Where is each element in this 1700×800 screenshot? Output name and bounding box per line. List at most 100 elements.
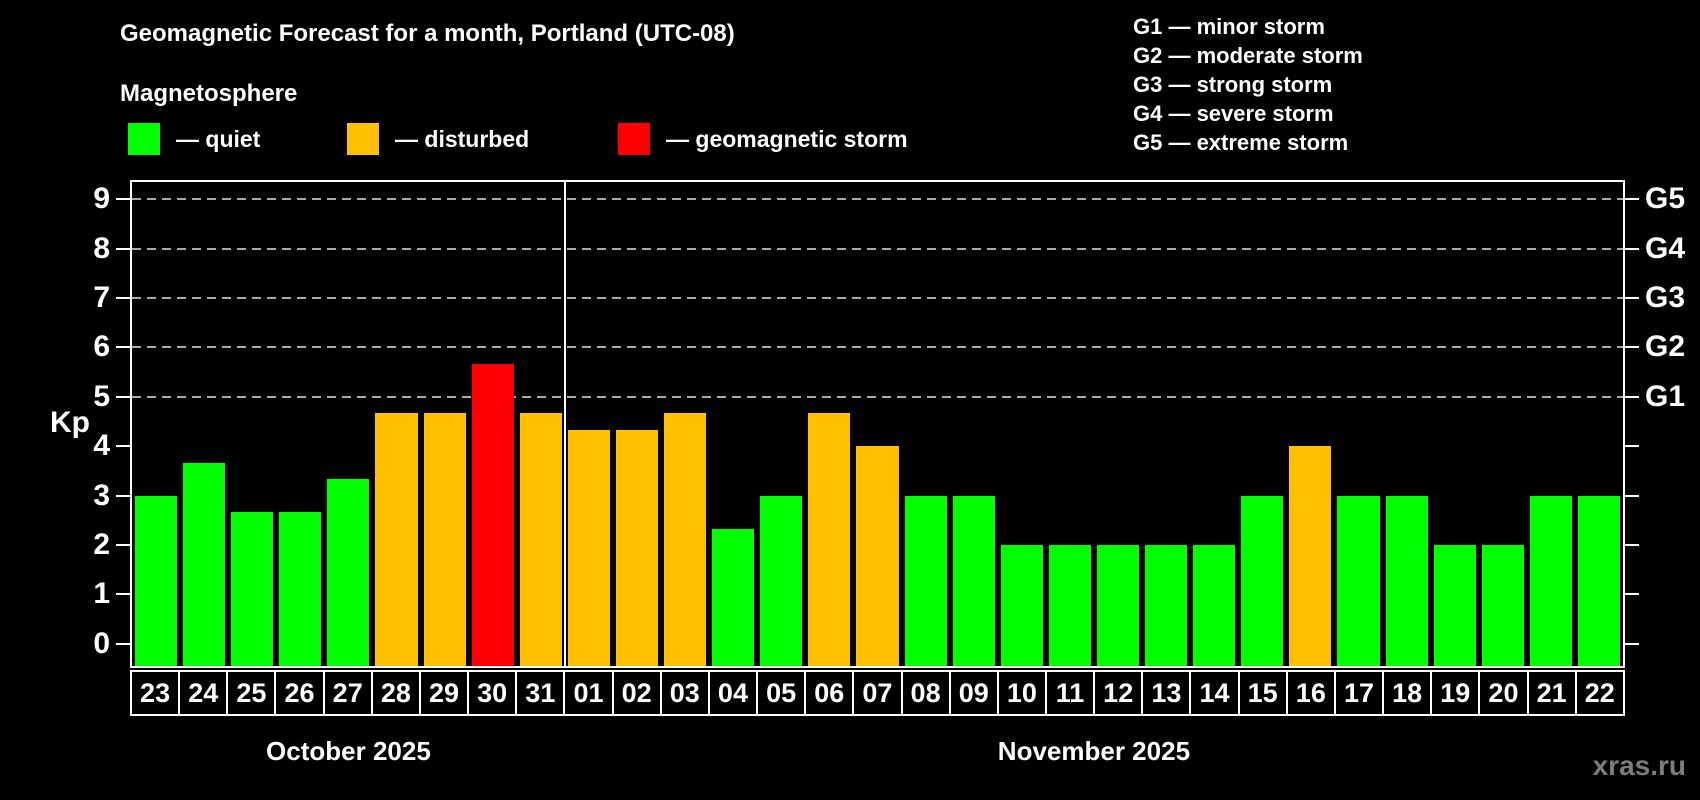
kp-bar-20	[1481, 545, 1524, 666]
left-axis-tick-label-2: 2	[93, 528, 110, 561]
left-axis-tick-label-1: 1	[93, 577, 110, 611]
kp-bar-11	[1048, 545, 1091, 666]
date-cell-31: 31	[515, 670, 566, 716]
date-cell-28: 28	[370, 670, 421, 716]
legend-item-disturbed: — disturbed	[347, 122, 529, 156]
chart-subtitle: Magnetosphere	[120, 80, 298, 107]
storm-scale-legend: G1 — minor storm G2 — moderate storm G3 …	[1133, 12, 1363, 157]
gridline-kp-5	[132, 395, 1623, 398]
legend-item-storm: — geomagnetic storm	[618, 122, 908, 156]
left-axis-tick-label-7: 7	[93, 281, 110, 315]
storm-color-swatch	[618, 123, 650, 155]
right-axis-tick-8	[1625, 247, 1639, 250]
date-cell-21: 21	[1526, 670, 1577, 716]
left-axis-tick-label-3: 3	[93, 478, 110, 512]
kp-bar-03	[664, 413, 707, 666]
y-axis-title-kp: Kp	[50, 405, 90, 439]
left-axis-tick-label-8: 8	[93, 231, 110, 265]
date-cell-20: 20	[1478, 670, 1529, 716]
kp-bar-15	[1241, 495, 1284, 666]
date-axis-row: 23 24 25 26 27 28 29 30 31 01 02 03 04 05 06 07 08 09 10 11…	[130, 670, 1625, 716]
right-axis-tick-0	[1625, 642, 1639, 645]
left-axis-tick-3	[116, 494, 130, 497]
left-axis-tick-2	[116, 544, 130, 546]
kp-bar-29	[423, 413, 466, 666]
quiet-color-swatch	[128, 123, 160, 155]
storm-scale-line-g2: G2 — moderate storm	[1133, 43, 1363, 68]
date-cell-03: 03	[659, 670, 710, 716]
date-cell-14: 14	[1189, 670, 1240, 716]
kp-bar-28	[375, 413, 418, 666]
watermark-xras: xras.ru	[1592, 750, 1686, 781]
plot-top-border	[130, 180, 1625, 182]
left-axis-tick-label-0: 0	[93, 626, 110, 660]
kp-bar-24	[183, 462, 226, 666]
kp-bar-16	[1289, 446, 1332, 666]
left-axis-tick-1	[116, 593, 130, 596]
kp-bar-25	[231, 511, 274, 666]
kp-bar-02	[615, 429, 659, 666]
right-axis-tick-3	[1625, 494, 1639, 497]
chart-title: Geomagnetic Forecast for a month, Portla…	[120, 20, 735, 47]
legend-item-quiet: — quiet	[128, 122, 260, 156]
date-cell-25: 25	[226, 670, 277, 716]
legend-label-quiet: — quiet	[176, 125, 261, 152]
date-cell-06: 06	[804, 670, 855, 716]
date-cell-15: 15	[1237, 670, 1288, 716]
gridline-kp-6	[132, 346, 1623, 349]
kp-bar-13	[1145, 545, 1188, 666]
right-axis-tick-6	[1625, 346, 1639, 349]
kp-bar-12	[1096, 545, 1140, 666]
right-axis-tick-7	[1625, 297, 1639, 300]
date-cell-19: 19	[1430, 670, 1481, 716]
date-cell-27: 27	[322, 670, 373, 716]
kp-bar-09	[952, 495, 995, 666]
kp-bar-31	[519, 413, 562, 666]
date-cell-04: 04	[707, 670, 759, 716]
kp-bar-18	[1385, 495, 1428, 666]
date-cell-08: 08	[900, 670, 951, 716]
left-axis-tick-6	[116, 346, 130, 349]
date-cell-18: 18	[1382, 670, 1433, 716]
left-axis-tick-4	[116, 445, 130, 448]
date-cell-29: 29	[418, 670, 470, 716]
right-axis-tick-5	[1625, 395, 1639, 398]
left-axis-tick-9	[116, 198, 130, 201]
date-cell-26: 26	[274, 670, 325, 716]
kp-bar-27	[327, 479, 370, 666]
date-cell-23: 23	[130, 670, 181, 716]
storm-scale-line-g4: G4 — severe storm	[1133, 101, 1334, 126]
left-axis-tick-label-9: 9	[93, 182, 110, 216]
plot-bottom-border	[130, 666, 1625, 668]
date-cell-07: 07	[852, 670, 903, 716]
date-cell-16: 16	[1285, 670, 1336, 716]
right-axis-label-g3: G3	[1645, 281, 1686, 315]
storm-scale-line-g3: G3 — strong storm	[1133, 72, 1333, 97]
left-axis-tick-0	[116, 642, 130, 645]
kp-bar-30	[471, 363, 514, 666]
left-axis-tick-label-6: 6	[93, 330, 110, 364]
right-axis-label-g4: G4	[1645, 231, 1686, 265]
kp-bar-06	[808, 413, 851, 666]
month-separator-line	[563, 182, 566, 666]
date-cell-22: 22	[1574, 670, 1625, 716]
kp-bar-05	[760, 495, 803, 666]
right-axis-label-g1: G1	[1645, 379, 1686, 413]
y-axis-line-right	[1623, 180, 1625, 668]
date-cell-17: 17	[1333, 670, 1385, 716]
gridline-kp-7	[132, 297, 1623, 300]
left-axis-tick-5	[116, 395, 130, 398]
storm-scale-line-g1: G1 — minor storm	[1133, 14, 1325, 39]
right-axis-tick-2	[1625, 544, 1639, 546]
disturbed-color-swatch	[347, 123, 379, 155]
storm-scale-line-g5: G5 — extreme storm	[1133, 130, 1349, 155]
legend-label-disturbed: — disturbed	[395, 125, 530, 152]
kp-bar-08	[904, 495, 947, 666]
right-axis-label-g5: G5	[1645, 182, 1686, 216]
kp-bar-26	[279, 511, 322, 666]
right-axis-tick-9	[1625, 198, 1639, 201]
kp-bar-10	[1000, 545, 1043, 666]
left-axis-tick-7	[116, 297, 130, 300]
date-cell-09: 09	[948, 670, 999, 716]
date-cell-01: 01	[563, 670, 614, 716]
